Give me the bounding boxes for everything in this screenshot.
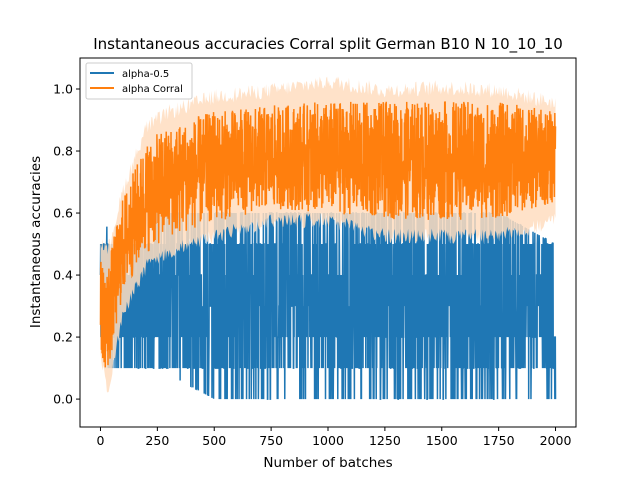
x-tick-label: 1500 (426, 433, 458, 448)
y-tick-label: 0.4 (53, 268, 73, 283)
series-layer (99, 76, 557, 400)
y-axis: 0.0 0.2 0.4 0.6 0.8 1.0 (53, 82, 80, 407)
x-tick-label: 1000 (312, 433, 344, 448)
x-axis-label: Number of batches (263, 455, 392, 471)
x-tick-label: 1250 (369, 433, 401, 448)
y-tick-label: 0.8 (53, 144, 73, 159)
y-tick-label: 0.0 (53, 392, 73, 407)
x-tick-label: 250 (145, 433, 169, 448)
y-axis-label: Instantaneous accuracies (28, 156, 44, 328)
y-tick-label: 0.6 (53, 206, 73, 221)
series-line-alpha-corral (99, 101, 557, 368)
y-tick-label: 0.2 (53, 330, 73, 345)
series-line-alpha-0-5 (99, 212, 557, 400)
x-axis: 0 250 500 750 1000 1250 1500 1750 2000 (97, 427, 572, 448)
x-tick-label: 2000 (540, 433, 572, 448)
y-tick-label: 1.0 (53, 82, 73, 97)
x-tick-label: 750 (259, 433, 283, 448)
x-tick-label: 500 (202, 433, 226, 448)
x-tick-label: 0 (97, 433, 105, 448)
x-tick-label: 1750 (483, 433, 515, 448)
legend-label-alpha-0-5: alpha-0.5 (122, 69, 169, 80)
legend-label-alpha-corral: alpha Corral (122, 84, 183, 95)
legend: alpha-0.5 alpha Corral (85, 62, 193, 100)
chart-title: Instantaneous accuracies Corral split Ge… (93, 35, 563, 54)
